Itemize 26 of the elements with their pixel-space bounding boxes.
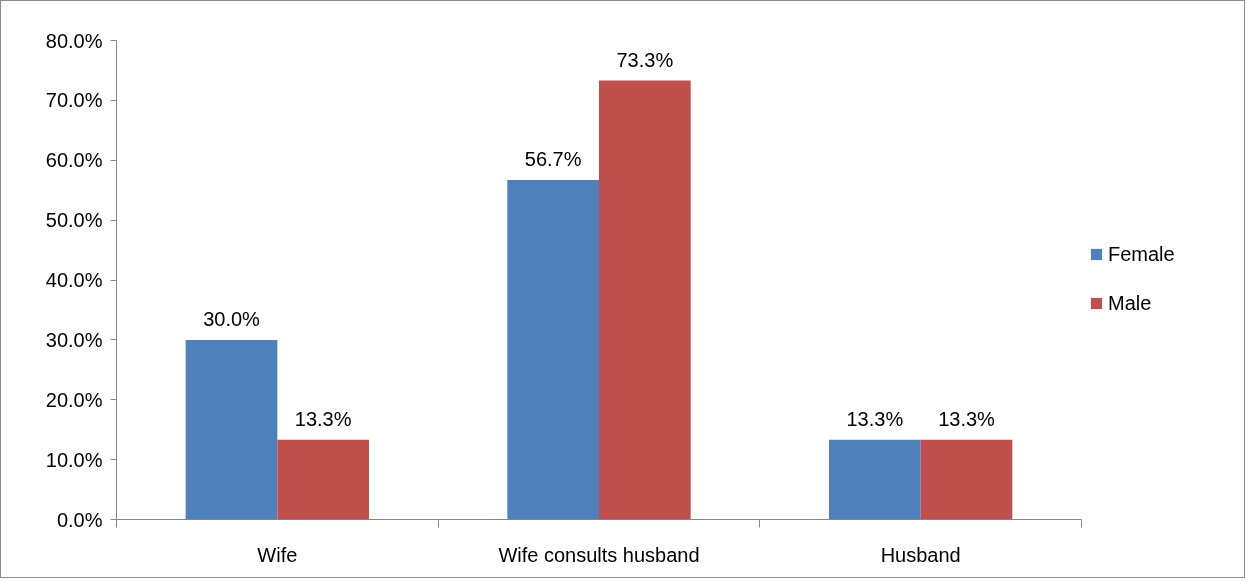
y-tick-label: 40.0% [45, 269, 103, 291]
legend-label: Male [1108, 291, 1152, 315]
data-label: 13.3% [294, 407, 352, 430]
data-label: 73.3% [616, 48, 674, 71]
y-tick-label: 10.0% [45, 448, 103, 471]
y-tick-label: 0.0% [56, 508, 103, 531]
bar [828, 439, 921, 520]
legend-label: Female [1108, 242, 1175, 266]
data-label: 30.0% [203, 307, 261, 330]
y-tick-label: 30.0% [45, 328, 103, 351]
bar [507, 180, 599, 520]
x-tick-label: Husband [880, 543, 961, 566]
y-tick-label: 20.0% [45, 388, 103, 411]
data-label: 56.7% [524, 148, 582, 171]
x-tick-label: Wife [257, 543, 298, 566]
x-tick-label: Wife consults husband [498, 543, 700, 566]
bar [277, 439, 370, 520]
data-label: 13.3% [846, 407, 904, 430]
y-tick-label: 50.0% [45, 209, 103, 232]
bar [185, 339, 278, 520]
y-tick-label: 70.0% [45, 89, 103, 112]
y-tick-label: 60.0% [45, 149, 103, 172]
data-label: 13.3% [938, 407, 996, 430]
bar [599, 80, 691, 520]
y-tick-label: 80.0% [45, 29, 103, 52]
bar [920, 439, 1013, 520]
